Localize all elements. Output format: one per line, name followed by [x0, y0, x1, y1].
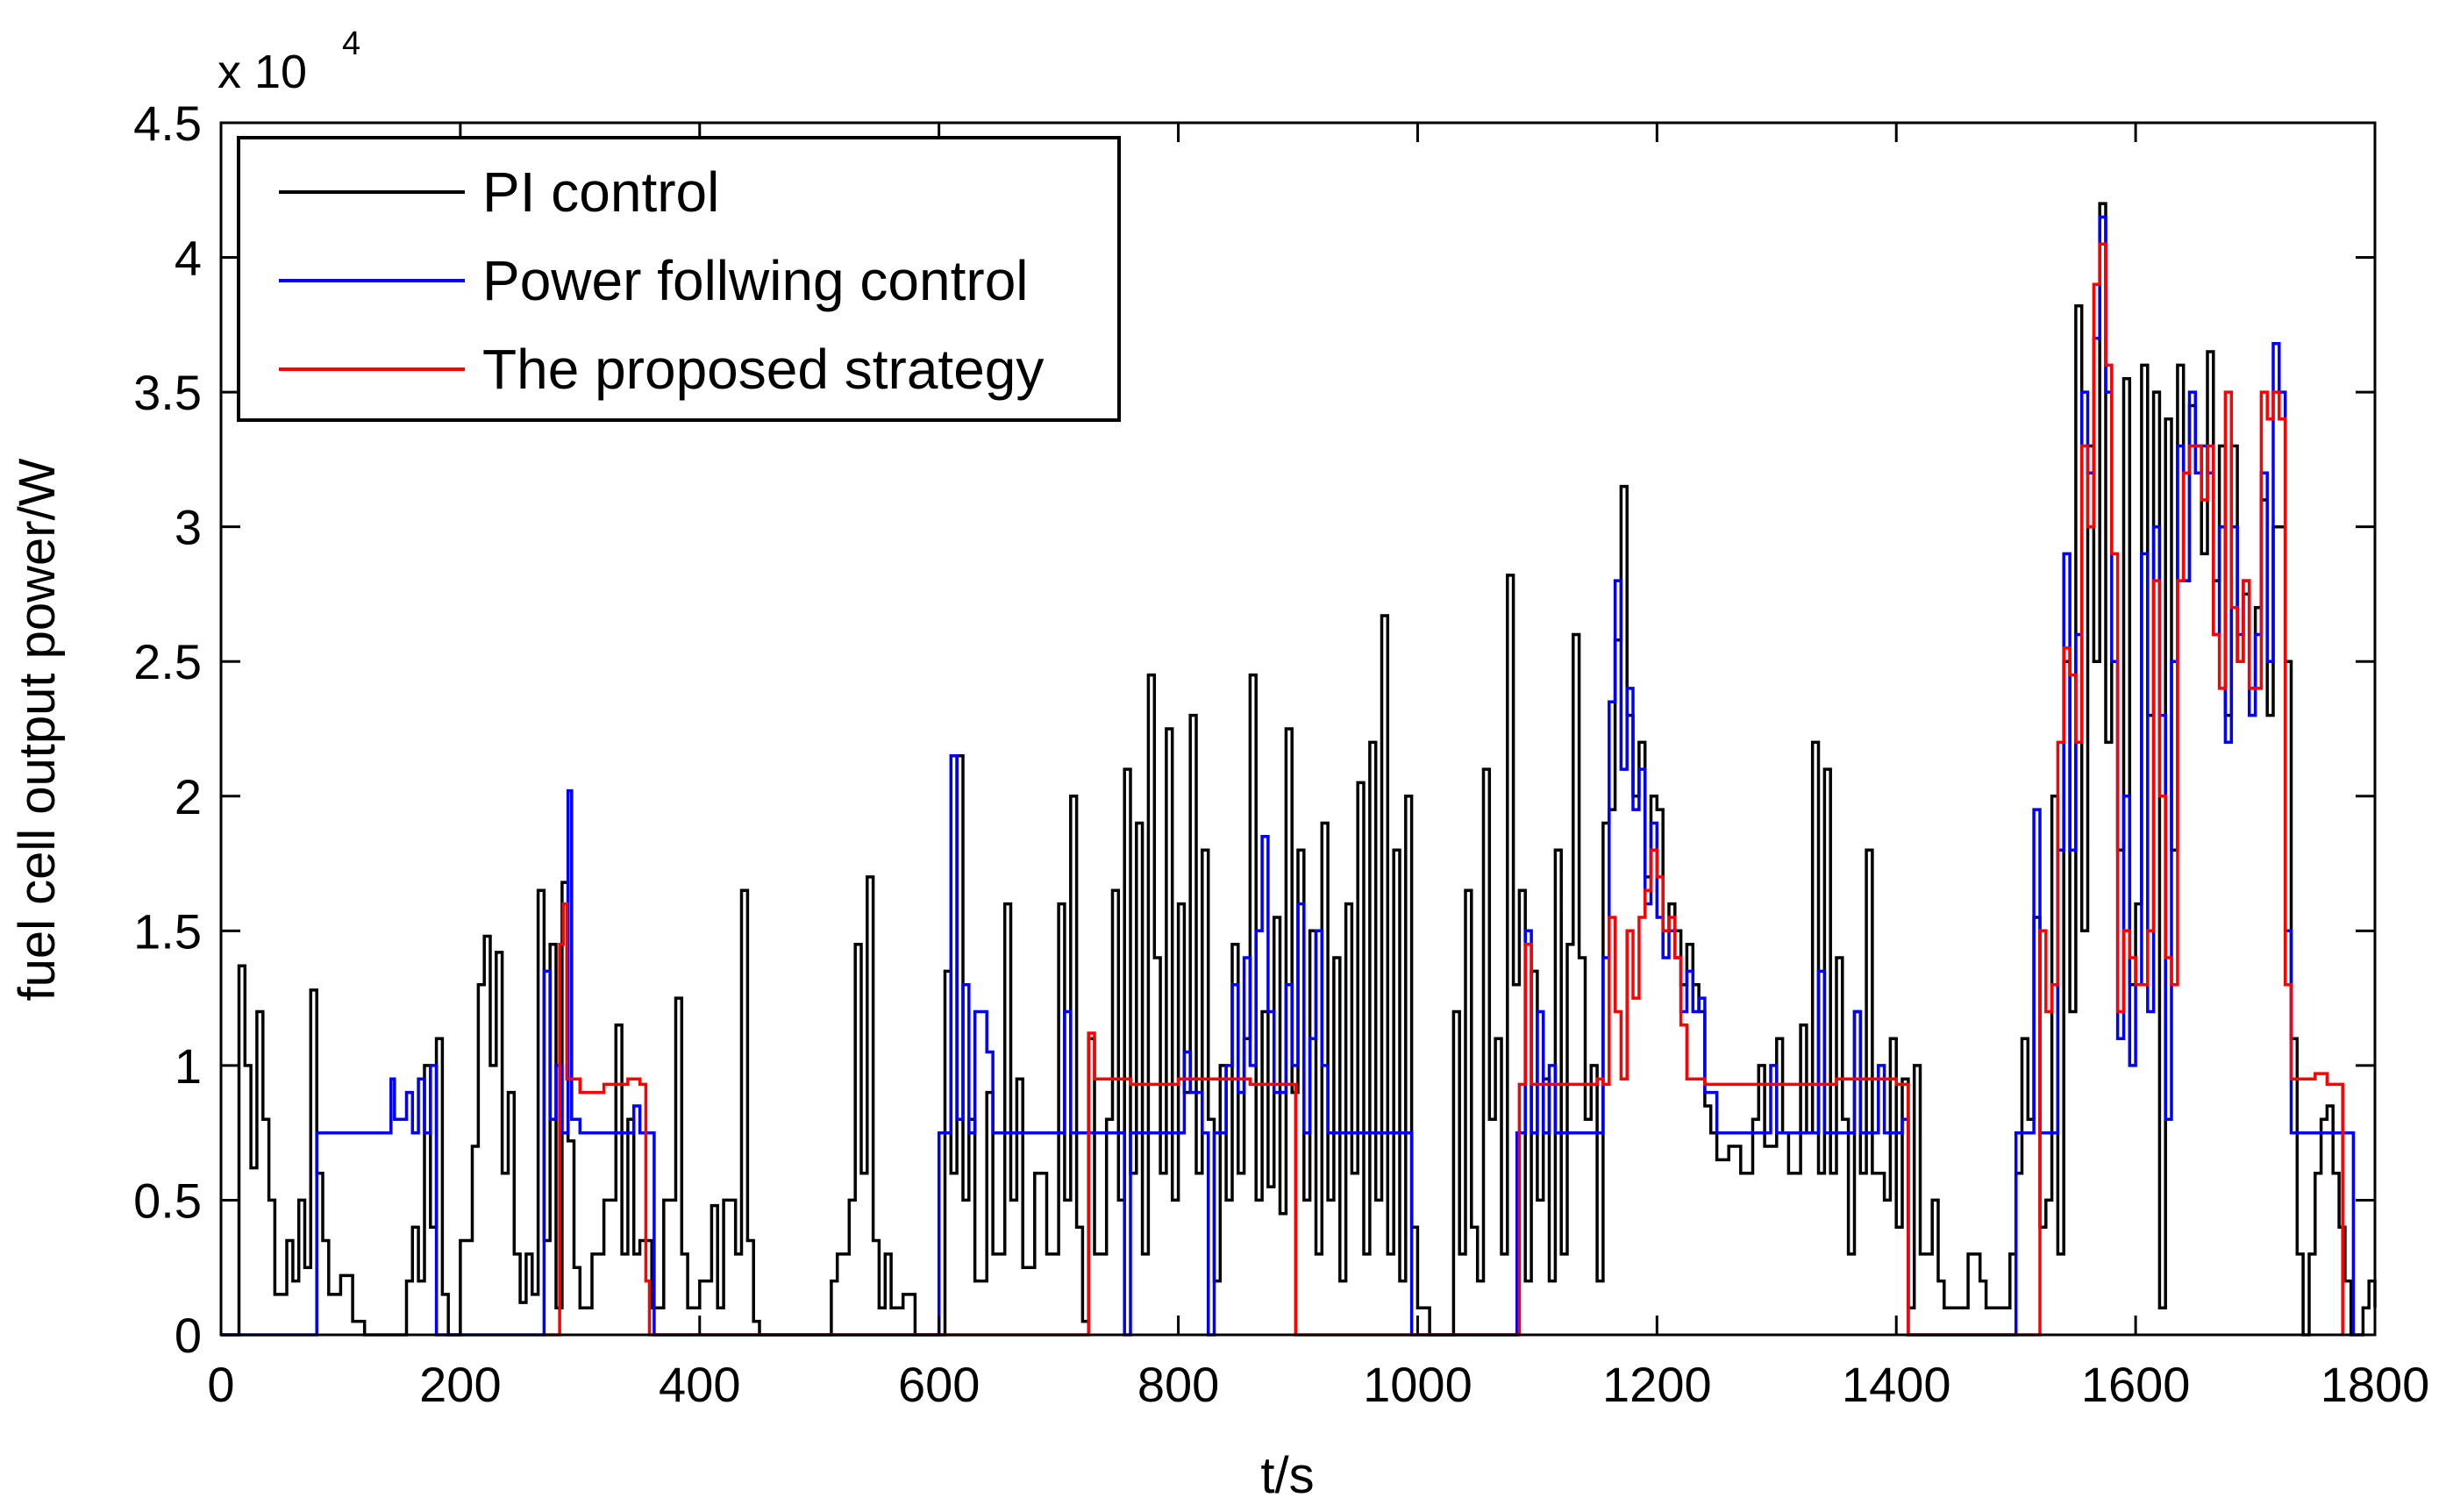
x-tick-label: 200 [419, 1357, 501, 1412]
y-tick-label: 4 [175, 231, 202, 286]
axes-frame [219, 121, 2377, 1337]
x-tick-label: 800 [1137, 1357, 1219, 1412]
y-tick-label: 2 [175, 769, 202, 824]
x-axis-title: t/s [1260, 1447, 1314, 1504]
y-tick-label: 1 [175, 1038, 202, 1094]
legend-label-proposed-strategy: The proposed strategy [482, 338, 1044, 401]
x-tick-label: 400 [659, 1357, 740, 1412]
legend: PI control Power follwing control The pr… [237, 136, 1121, 422]
x-tick-label: 1800 [2321, 1357, 2430, 1412]
series-layer [221, 202, 2377, 1337]
x-tick-label: 1000 [1363, 1357, 1473, 1412]
axes-layer: 0 200 400 600 800 1000 1200 1400 1600 1800 0 0.5 1 1.… [133, 96, 2429, 1412]
y-tick-label: 4.5 [133, 96, 202, 151]
y-tick-label: 3 [175, 500, 202, 555]
x-tick-label: 1400 [1842, 1357, 1951, 1412]
y-tick-label: 1.5 [133, 903, 202, 959]
x-tick-label: 1600 [2081, 1357, 2191, 1412]
legend-label-power-following: Power follwing control [482, 249, 1029, 312]
series-line-2 [544, 242, 2344, 1337]
x-tick-label: 600 [898, 1357, 980, 1412]
y-tick-label: 0 [175, 1308, 202, 1363]
y-tick-label: 0.5 [133, 1173, 202, 1228]
series-line-1 [221, 215, 2356, 1337]
series-line-0 [221, 202, 2377, 1337]
legend-label-pi-control: PI control [482, 160, 719, 224]
y-multiplier-label: x 10 [217, 46, 307, 98]
x-tick-label: 0 [207, 1357, 234, 1412]
y-tick-label: 2.5 [133, 634, 202, 689]
y-multiplier-exponent: 4 [342, 25, 360, 62]
x-tick-label: 1200 [1602, 1357, 1712, 1412]
y-tick-label: 3.5 [133, 365, 202, 420]
y-axis-title: fuel cell output power/W [9, 458, 66, 1001]
